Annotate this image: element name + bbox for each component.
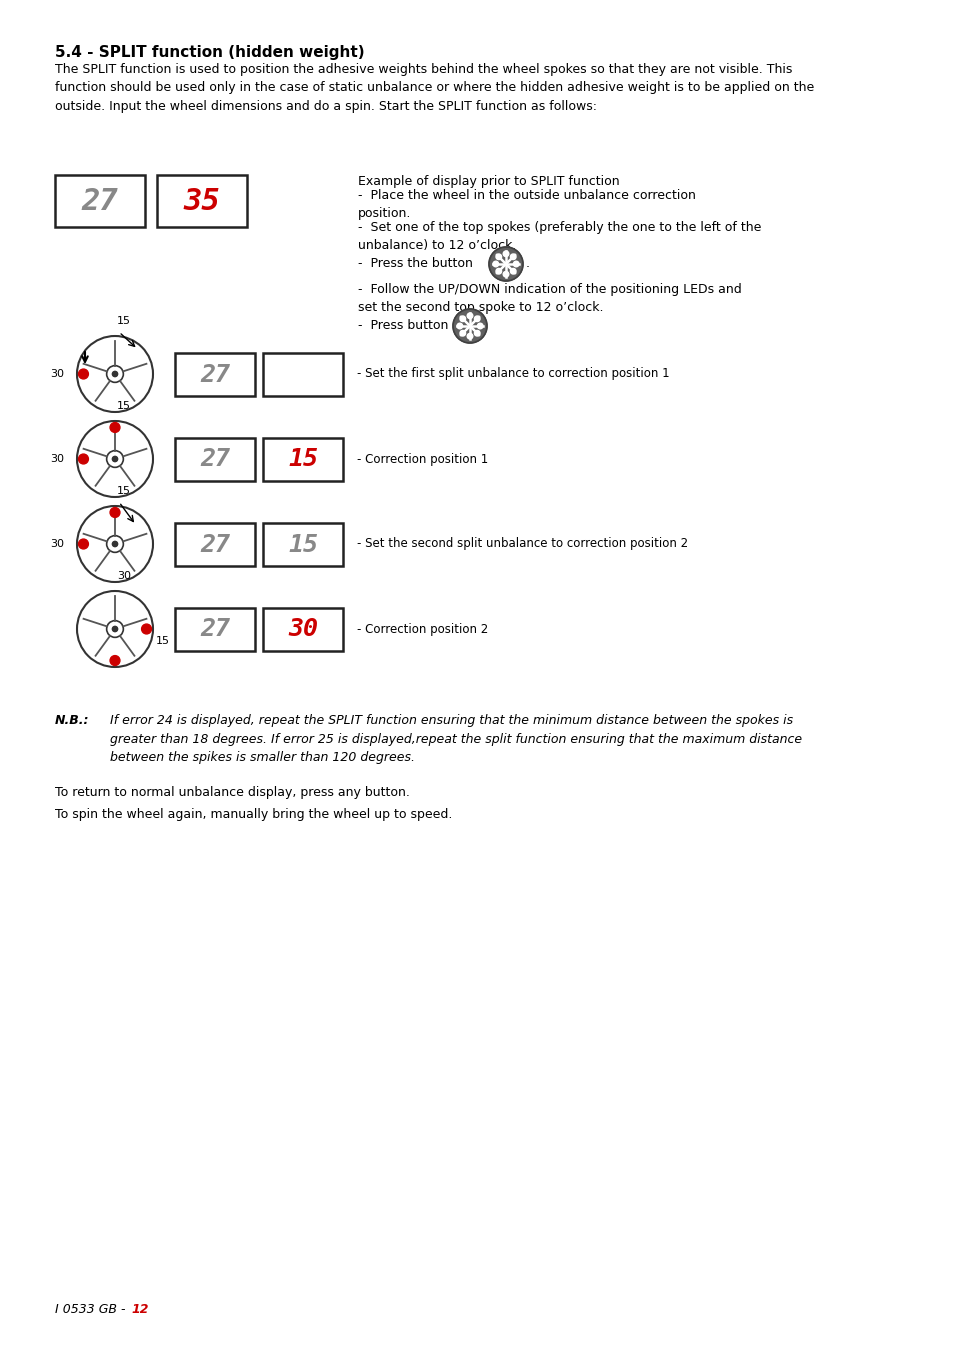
Text: -  Follow the UP/DOWN indication of the positioning LEDs and
set the second top : - Follow the UP/DOWN indication of the p… <box>357 284 741 315</box>
Circle shape <box>459 316 465 321</box>
Text: - Correction position 2: - Correction position 2 <box>356 622 488 636</box>
Text: 27: 27 <box>82 186 118 216</box>
Circle shape <box>459 331 465 336</box>
Text: 15: 15 <box>288 532 317 556</box>
Text: 12: 12 <box>131 1303 149 1316</box>
Circle shape <box>467 333 473 339</box>
Circle shape <box>110 508 120 517</box>
Circle shape <box>112 541 117 547</box>
Text: 5.4 - SPLIT function (hidden weight): 5.4 - SPLIT function (hidden weight) <box>55 45 364 59</box>
Circle shape <box>496 254 501 259</box>
Circle shape <box>496 269 501 274</box>
Bar <box>157 176 247 227</box>
Text: 30: 30 <box>117 571 131 580</box>
Circle shape <box>513 261 518 267</box>
Text: N.B.:: N.B.: <box>55 714 90 728</box>
Text: The SPLIT function is used to position the adhesive weights behind the wheel spo: The SPLIT function is used to position t… <box>55 63 814 113</box>
Text: -  Press the button: - Press the button <box>357 256 473 270</box>
Bar <box>174 608 254 651</box>
Text: I 0533 GB -: I 0533 GB - <box>55 1303 130 1316</box>
Bar <box>263 352 343 396</box>
Text: To return to normal unbalance display, press any button.: To return to normal unbalance display, p… <box>55 786 410 799</box>
Circle shape <box>474 331 479 336</box>
Text: - Correction position 1: - Correction position 1 <box>356 452 488 466</box>
Text: 27: 27 <box>200 363 230 386</box>
Text: 15: 15 <box>117 316 131 325</box>
Text: Example of display prior to SPLIT function: Example of display prior to SPLIT functi… <box>357 176 619 188</box>
Bar <box>263 522 343 566</box>
Text: If error 24 is displayed, repeat the SPLIT function ensuring that the minimum di: If error 24 is displayed, repeat the SPL… <box>110 714 801 764</box>
Text: -  Press button: - Press button <box>357 319 448 332</box>
Text: 27: 27 <box>200 532 230 556</box>
Bar <box>174 522 254 566</box>
Circle shape <box>112 456 117 462</box>
Circle shape <box>510 269 516 274</box>
Bar <box>55 176 145 227</box>
Circle shape <box>453 309 486 343</box>
Bar <box>263 608 343 651</box>
Bar <box>174 437 254 481</box>
Circle shape <box>467 313 473 319</box>
Circle shape <box>476 323 482 329</box>
Text: -  Place the wheel in the outside unbalance correction
position.: - Place the wheel in the outside unbalan… <box>357 189 695 220</box>
Circle shape <box>141 624 152 634</box>
Text: - Set the second split unbalance to correction position 2: - Set the second split unbalance to corr… <box>356 537 687 551</box>
Text: -  Set one of the top spokes (preferably the one to the left of the
unbalance) t: - Set one of the top spokes (preferably … <box>357 221 760 252</box>
Bar <box>174 352 254 396</box>
Circle shape <box>112 371 117 377</box>
Text: 15: 15 <box>156 636 170 647</box>
Circle shape <box>474 316 479 321</box>
Circle shape <box>502 251 508 256</box>
Circle shape <box>510 254 516 259</box>
Text: To spin the wheel again, manually bring the wheel up to speed.: To spin the wheel again, manually bring … <box>55 809 452 821</box>
Circle shape <box>78 539 89 549</box>
Circle shape <box>112 626 117 632</box>
Circle shape <box>110 423 120 432</box>
Text: 15: 15 <box>117 401 131 410</box>
Text: - Set the first split unbalance to correction position 1: - Set the first split unbalance to corre… <box>356 367 669 381</box>
Circle shape <box>78 454 89 464</box>
Circle shape <box>456 323 462 329</box>
Text: 27: 27 <box>200 447 230 471</box>
Text: 30: 30 <box>50 539 64 549</box>
Bar <box>263 437 343 481</box>
Text: 30: 30 <box>50 369 64 379</box>
Circle shape <box>489 247 522 281</box>
Text: .: . <box>525 256 530 270</box>
Text: 30: 30 <box>50 454 64 464</box>
Text: 15: 15 <box>117 486 131 495</box>
Circle shape <box>110 656 120 666</box>
Text: 30: 30 <box>288 617 317 641</box>
Circle shape <box>78 369 89 379</box>
Text: 27: 27 <box>200 617 230 641</box>
Circle shape <box>502 271 508 277</box>
Text: 35: 35 <box>183 186 220 216</box>
Text: 15: 15 <box>288 447 317 471</box>
Circle shape <box>493 261 498 267</box>
